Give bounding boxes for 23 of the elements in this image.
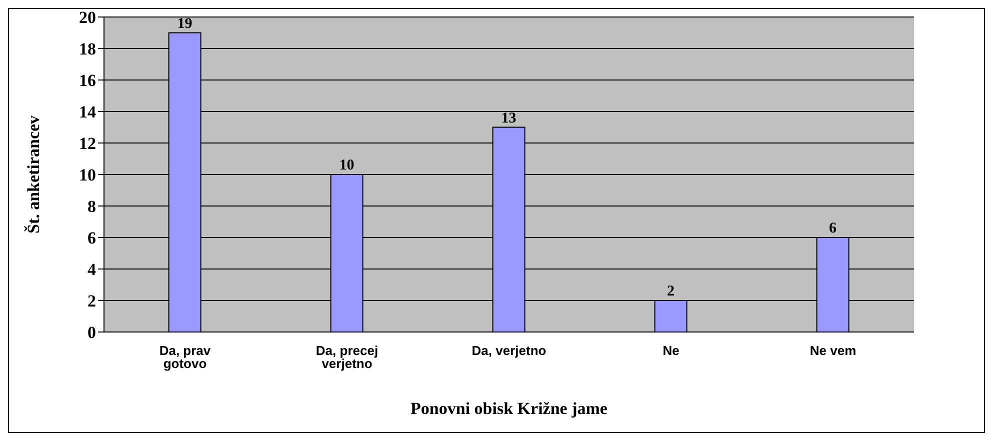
data-label: 10 xyxy=(339,158,354,174)
y-axis-title: Št. anketirancev xyxy=(24,114,44,234)
y-tick-label: 4 xyxy=(88,260,96,280)
y-tick-label: 20 xyxy=(79,8,96,28)
x-tick-label: Da, verjetno xyxy=(472,343,546,358)
y-tick-label: 10 xyxy=(79,166,96,185)
y-tick-label: 12 xyxy=(79,134,96,154)
data-label: 6 xyxy=(829,220,838,236)
data-label: 13 xyxy=(501,110,516,126)
x-tick-label: Da, precej verjetno xyxy=(316,343,378,372)
x-axis-title: Ponovni obisk Križne jame xyxy=(410,399,608,418)
y-tick-label: 6 xyxy=(88,228,96,248)
x-tick-label: Ne vem xyxy=(810,343,856,358)
y-tick-label: 8 xyxy=(88,197,96,216)
x-tick-label: Da, prav gotovo xyxy=(159,343,212,372)
y-tick-label: 18 xyxy=(79,40,96,59)
x-tick-label: Ne xyxy=(662,343,680,358)
data-label: 2 xyxy=(667,284,675,300)
y-tick-label: 14 xyxy=(79,102,96,122)
y-tick-label: 2 xyxy=(88,292,96,311)
y-tick-label: 16 xyxy=(79,71,96,90)
data-label: 19 xyxy=(177,16,192,32)
y-tick-label: 0 xyxy=(88,323,96,342)
